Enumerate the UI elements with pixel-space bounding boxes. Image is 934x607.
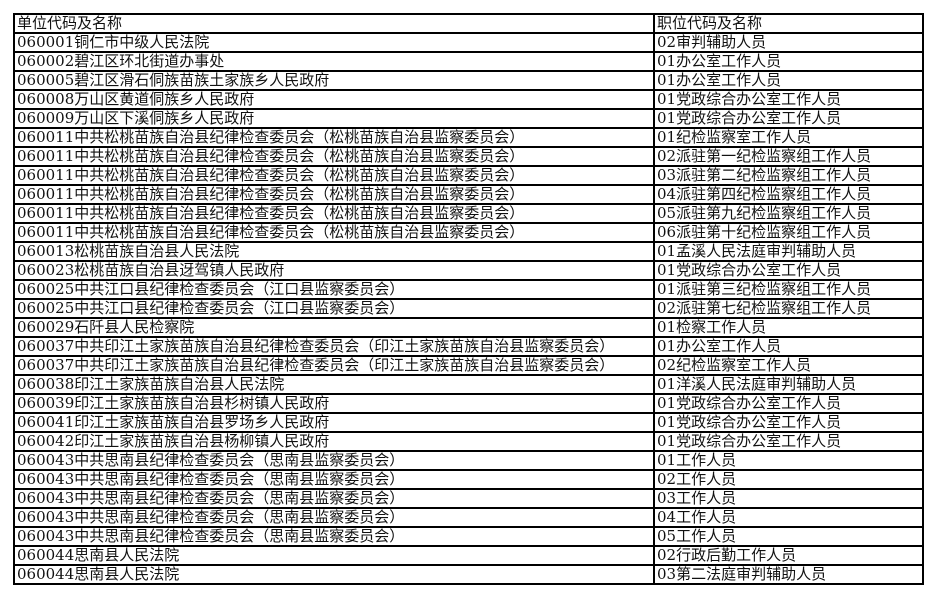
table-row: 060043中共思南县纪律检查委员会（思南县监察委员会） 03工作人员 <box>13 488 924 509</box>
table-row: 060025中共江口县纪律检查委员会（江口县监察委员会） 02派驻第七纪检监察组工… <box>13 298 924 319</box>
position-cell: 01办公室工作人员 <box>653 51 924 72</box>
unit-cell: 060005碧江区滑石侗族苗族土家族乡人民政府 <box>13 70 655 91</box>
table-row: 060011中共松桃苗族自治县纪律检查委员会（松桃苗族自治县监察委员会） 01纪检… <box>13 127 924 148</box>
unit-cell: 060041印江土家族苗族自治县罗场乡人民政府 <box>13 412 655 433</box>
table-row: 060043中共思南县纪律检查委员会（思南县监察委员会） 01工作人员 <box>13 450 924 471</box>
unit-cell: 060043中共思南县纪律检查委员会（思南县监察委员会） <box>13 526 655 547</box>
unit-cell: 060038印江土家族苗族自治县人民法院 <box>13 374 655 395</box>
unit-cell: 060043中共思南县纪律检查委员会（思南县监察委员会） <box>13 488 655 509</box>
table-row: 060013松桃苗族自治县人民法院 01孟溪人民法庭审判辅助人员 <box>13 241 924 262</box>
position-cell: 01党政综合办公室工作人员 <box>653 431 924 452</box>
table-row: 060037中共印江土家族苗族自治县纪律检查委员会（印江土家族苗族自治县监察委员… <box>13 355 924 376</box>
table-row: 060002碧江区环北街道办事处 01办公室工作人员 <box>13 51 924 72</box>
table-row: 060029石阡县人民检察院 01检察工作人员 <box>13 317 924 338</box>
position-cell: 04派驻第四纪检监察组工作人员 <box>653 184 924 205</box>
position-cell: 01办公室工作人员 <box>653 70 924 91</box>
position-cell: 05工作人员 <box>653 526 924 547</box>
header-position: 职位代码及名称 <box>653 13 924 34</box>
position-cell: 02工作人员 <box>653 469 924 490</box>
position-cell: 01孟溪人民法庭审判辅助人员 <box>653 241 924 262</box>
position-cell: 01党政综合办公室工作人员 <box>653 108 924 129</box>
unit-cell: 060039印江土家族苗族自治县杉树镇人民政府 <box>13 393 655 414</box>
table-row: 060043中共思南县纪律检查委员会（思南县监察委员会） 02工作人员 <box>13 469 924 490</box>
table-row: 060008万山区黄道侗族乡人民政府 01党政综合办公室工作人员 <box>13 89 924 110</box>
position-cell: 01党政综合办公室工作人员 <box>653 89 924 110</box>
unit-cell: 060044思南县人民法院 <box>13 564 655 585</box>
position-cell: 06派驻第十纪检监察组工作人员 <box>653 222 924 243</box>
table-row: 060023松桃苗族自治县迓驾镇人民政府 01党政综合办公室工作人员 <box>13 260 924 281</box>
table-row: 060011中共松桃苗族自治县纪律检查委员会（松桃苗族自治县监察委员会） 05派驻… <box>13 203 924 224</box>
position-cell: 02派驻第七纪检监察组工作人员 <box>653 298 924 319</box>
position-cell: 03第二法庭审判辅助人员 <box>653 564 924 585</box>
unit-cell: 060011中共松桃苗族自治县纪律检查委员会（松桃苗族自治县监察委员会） <box>13 222 655 243</box>
table-row: 060005碧江区滑石侗族苗族土家族乡人民政府 01办公室工作人员 <box>13 70 924 91</box>
unit-cell: 060037中共印江土家族苗族自治县纪律检查委员会（印江土家族苗族自治县监察委员… <box>13 336 655 357</box>
table-row: 060042印江土家族苗族自治县杨柳镇人民政府 01党政综合办公室工作人员 <box>13 431 924 452</box>
table-row: 060043中共思南县纪律检查委员会（思南县监察委员会） 04工作人员 <box>13 507 924 528</box>
table-row: 060044思南县人民法院 02行政后勤工作人员 <box>13 545 924 566</box>
unit-cell: 060043中共思南县纪律检查委员会（思南县监察委员会） <box>13 469 655 490</box>
unit-cell: 060023松桃苗族自治县迓驾镇人民政府 <box>13 260 655 281</box>
unit-cell: 060025中共江口县纪律检查委员会（江口县监察委员会） <box>13 279 655 300</box>
position-cell: 03派驻第二纪检监察组工作人员 <box>653 165 924 186</box>
position-cell: 04工作人员 <box>653 507 924 528</box>
table-row: 060039印江土家族苗族自治县杉树镇人民政府 01党政综合办公室工作人员 <box>13 393 924 414</box>
position-cell: 02纪检监察室工作人员 <box>653 355 924 376</box>
unit-cell: 060002碧江区环北街道办事处 <box>13 51 655 72</box>
unit-cell: 060009万山区下溪侗族乡人民政府 <box>13 108 655 129</box>
unit-cell: 060037中共印江土家族苗族自治县纪律检查委员会（印江土家族苗族自治县监察委员… <box>13 355 655 376</box>
table-row: 060011中共松桃苗族自治县纪律检查委员会（松桃苗族自治县监察委员会） 02派驻… <box>13 146 924 167</box>
table-row: 060038印江土家族苗族自治县人民法院 01洋溪人民法庭审判辅助人员 <box>13 374 924 395</box>
position-cell: 01党政综合办公室工作人员 <box>653 260 924 281</box>
table-row: 060001铜仁市中级人民法院 02审判辅助人员 <box>13 32 924 53</box>
unit-cell: 060029石阡县人民检察院 <box>13 317 655 338</box>
table-row: 060041印江土家族苗族自治县罗场乡人民政府 01党政综合办公室工作人员 <box>13 412 924 433</box>
position-cell: 01纪检监察室工作人员 <box>653 127 924 148</box>
unit-cell: 060013松桃苗族自治县人民法院 <box>13 241 655 262</box>
unit-cell: 060043中共思南县纪律检查委员会（思南县监察委员会） <box>13 450 655 471</box>
table-body: 060001铜仁市中级人民法院 02审判辅助人员 060002碧江区环北街道办事处 0… <box>13 32 924 585</box>
table-row: 060011中共松桃苗族自治县纪律检查委员会（松桃苗族自治县监察委员会） 03派驻… <box>13 165 924 186</box>
unit-cell: 060001铜仁市中级人民法院 <box>13 32 655 53</box>
table-row: 060025中共江口县纪律检查委员会（江口县监察委员会） 01派驻第三纪检监察组工… <box>13 279 924 300</box>
position-cell: 01党政综合办公室工作人员 <box>653 393 924 414</box>
position-cell: 05派驻第九纪检监察组工作人员 <box>653 203 924 224</box>
table-row: 060044思南县人民法院 03第二法庭审判辅助人员 <box>13 564 924 585</box>
position-cell: 01党政综合办公室工作人员 <box>653 412 924 433</box>
unit-cell: 060025中共江口县纪律检查委员会（江口县监察委员会） <box>13 298 655 319</box>
table-row: 060011中共松桃苗族自治县纪律检查委员会（松桃苗族自治县监察委员会） 04派驻… <box>13 184 924 205</box>
unit-cell: 060042印江土家族苗族自治县杨柳镇人民政府 <box>13 431 655 452</box>
table-row: 060037中共印江土家族苗族自治县纪律检查委员会（印江土家族苗族自治县监察委员… <box>13 336 924 357</box>
unit-cell: 060011中共松桃苗族自治县纪律检查委员会（松桃苗族自治县监察委员会） <box>13 184 655 205</box>
position-cell: 02审判辅助人员 <box>653 32 924 53</box>
position-cell: 01派驻第三纪检监察组工作人员 <box>653 279 924 300</box>
position-cell: 02派驻第一纪检监察组工作人员 <box>653 146 924 167</box>
positions-table: 单位代码及名称 职位代码及名称 060001铜仁市中级人民法院 02审判辅助人员 0… <box>13 13 924 585</box>
unit-cell: 060011中共松桃苗族自治县纪律检查委员会（松桃苗族自治县监察委员会） <box>13 146 655 167</box>
position-cell: 01洋溪人民法庭审判辅助人员 <box>653 374 924 395</box>
position-cell: 02行政后勤工作人员 <box>653 545 924 566</box>
table-row: 060011中共松桃苗族自治县纪律检查委员会（松桃苗族自治县监察委员会） 06派驻… <box>13 222 924 243</box>
position-cell: 03工作人员 <box>653 488 924 509</box>
position-cell: 01办公室工作人员 <box>653 336 924 357</box>
table-header-row: 单位代码及名称 职位代码及名称 <box>13 13 924 34</box>
position-cell: 01检察工作人员 <box>653 317 924 338</box>
unit-cell: 060044思南县人民法院 <box>13 545 655 566</box>
table-row: 060043中共思南县纪律检查委员会（思南县监察委员会） 05工作人员 <box>13 526 924 547</box>
unit-cell: 060011中共松桃苗族自治县纪律检查委员会（松桃苗族自治县监察委员会） <box>13 203 655 224</box>
unit-cell: 060043中共思南县纪律检查委员会（思南县监察委员会） <box>13 507 655 528</box>
position-cell: 01工作人员 <box>653 450 924 471</box>
unit-cell: 060011中共松桃苗族自治县纪律检查委员会（松桃苗族自治县监察委员会） <box>13 165 655 186</box>
unit-cell: 060008万山区黄道侗族乡人民政府 <box>13 89 655 110</box>
table-row: 060009万山区下溪侗族乡人民政府 01党政综合办公室工作人员 <box>13 108 924 129</box>
unit-cell: 060011中共松桃苗族自治县纪律检查委员会（松桃苗族自治县监察委员会） <box>13 127 655 148</box>
header-unit: 单位代码及名称 <box>13 13 655 34</box>
